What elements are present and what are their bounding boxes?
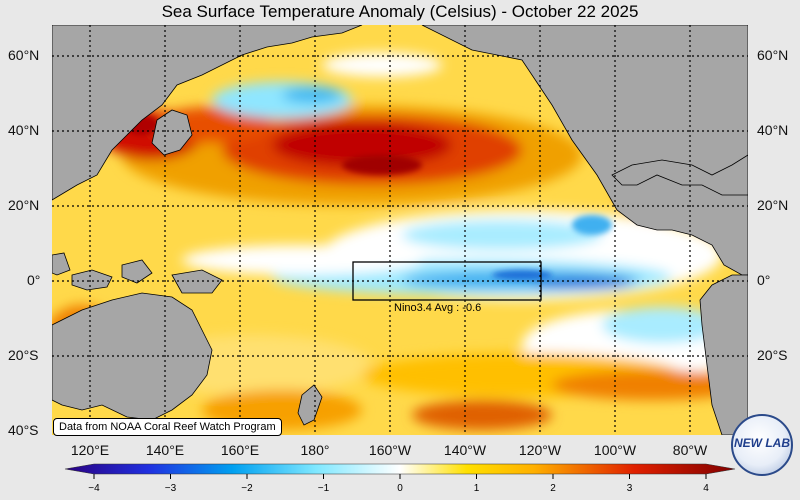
logo-text: NEW LAB: [734, 436, 790, 450]
anomaly-detail: [124, 115, 612, 280]
land-borneo: [121, 259, 153, 284]
land-asia: [52, 25, 363, 201]
lon-label-160w: 160°W: [368, 442, 412, 458]
colorbar-tick-m3: −3: [164, 483, 177, 494]
lon-label-140w: 140°W: [443, 442, 487, 458]
colorbar-tick-0: 0: [397, 483, 403, 494]
colorbar-tick-m2: −2: [241, 483, 253, 494]
lat-label-40n-right: 40°N: [757, 122, 789, 138]
lat-label-60n-left: 60°N: [8, 47, 40, 63]
lon-label-120w: 120°W: [518, 442, 562, 458]
gridlines: [52, 25, 748, 435]
lat-label-40s-left: 40°S: [8, 422, 39, 438]
lon-label-80w: 80°W: [672, 442, 708, 458]
land-new-zealand: [297, 384, 323, 426]
land-sumatra: [52, 252, 71, 276]
lat-label-20n-left: 20°N: [8, 197, 40, 213]
lat-label-40n-left: 40°N: [8, 122, 40, 138]
lon-label-140e: 140°E: [145, 442, 185, 458]
land-indonesia: [71, 269, 113, 291]
data-credit: Data from NOAA Coral Reef Watch Program: [53, 418, 282, 436]
nino34-box: [352, 261, 542, 301]
land-gulf-coast: [611, 154, 748, 196]
colorbar-tick-2: 2: [550, 483, 556, 494]
lat-label-60n-right: 60°N: [757, 47, 789, 63]
lon-label-100w: 100°W: [593, 442, 637, 458]
colorbar-tick-3: 3: [626, 483, 633, 494]
lat-label-eq-right: 0°: [757, 272, 771, 288]
colorbar-tick-m4: −4: [88, 483, 100, 494]
land-south-america: [699, 274, 748, 435]
lon-label-120e: 120°E: [70, 442, 110, 458]
lat-label-20n-right: 20°N: [757, 197, 789, 213]
lat-label-20s-left: 20°S: [8, 347, 39, 363]
colorbar-tick-4: 4: [703, 483, 709, 494]
land-japan: [151, 109, 193, 156]
colorbar-tick-1: 1: [473, 483, 480, 494]
lat-label-eq-left: 0°: [27, 272, 41, 288]
sst-anomaly-map: Nino3.4 Avg : -0.6: [52, 25, 748, 435]
colorbar-tick-m1: −1: [317, 483, 330, 494]
map-title: Sea Surface Temperature Anomaly (Celsius…: [161, 2, 639, 21]
lat-label-20s-right: 20°S: [757, 347, 788, 363]
lon-label-180: 180°: [300, 442, 330, 458]
colorbar-strip: [64, 463, 736, 475]
nino34-label: Nino3.4 Avg : -0.6: [394, 302, 481, 314]
new-lab-logo[interactable]: NEW LAB: [731, 414, 793, 476]
colorbar-ticks: [93, 474, 707, 479]
lon-label-160e: 160°E: [220, 442, 260, 458]
